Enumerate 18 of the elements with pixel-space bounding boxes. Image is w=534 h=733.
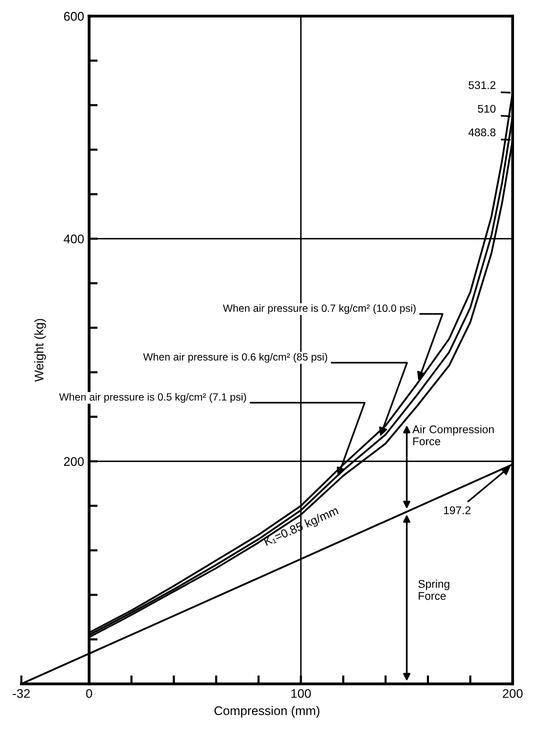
y-axis-title: Weight (kg) <box>34 318 46 382</box>
x-axis-title: Compression (mm) <box>214 706 320 718</box>
annotation: When air pressure is 0.7 kg/cm² (10.0 psi) <box>222 304 416 314</box>
x-tick-label: 100 <box>291 689 311 698</box>
y-tick-label: 600 <box>64 12 84 21</box>
annotation: 197.2 <box>444 506 470 514</box>
annotation: 488.8 <box>468 128 496 136</box>
annotation: When air pressure is 0.6 kg/cm² (85 psi) <box>143 352 328 363</box>
y-tick-label: 200 <box>64 457 84 466</box>
x-tick-label: -32 <box>12 689 30 698</box>
x-tick-label: 200 <box>502 689 523 698</box>
annotation: 510 <box>478 104 496 113</box>
annotation: Spring Force <box>418 580 450 600</box>
x-tick-label: 0 <box>86 689 92 698</box>
y-tick-label: 400 <box>64 234 84 244</box>
annotation: Air Compression Force <box>412 425 494 446</box>
annotation: 531.2 <box>468 81 496 90</box>
annotation: When air pressure is 0.5 kg/cm² (7.1 psi) <box>59 393 246 403</box>
